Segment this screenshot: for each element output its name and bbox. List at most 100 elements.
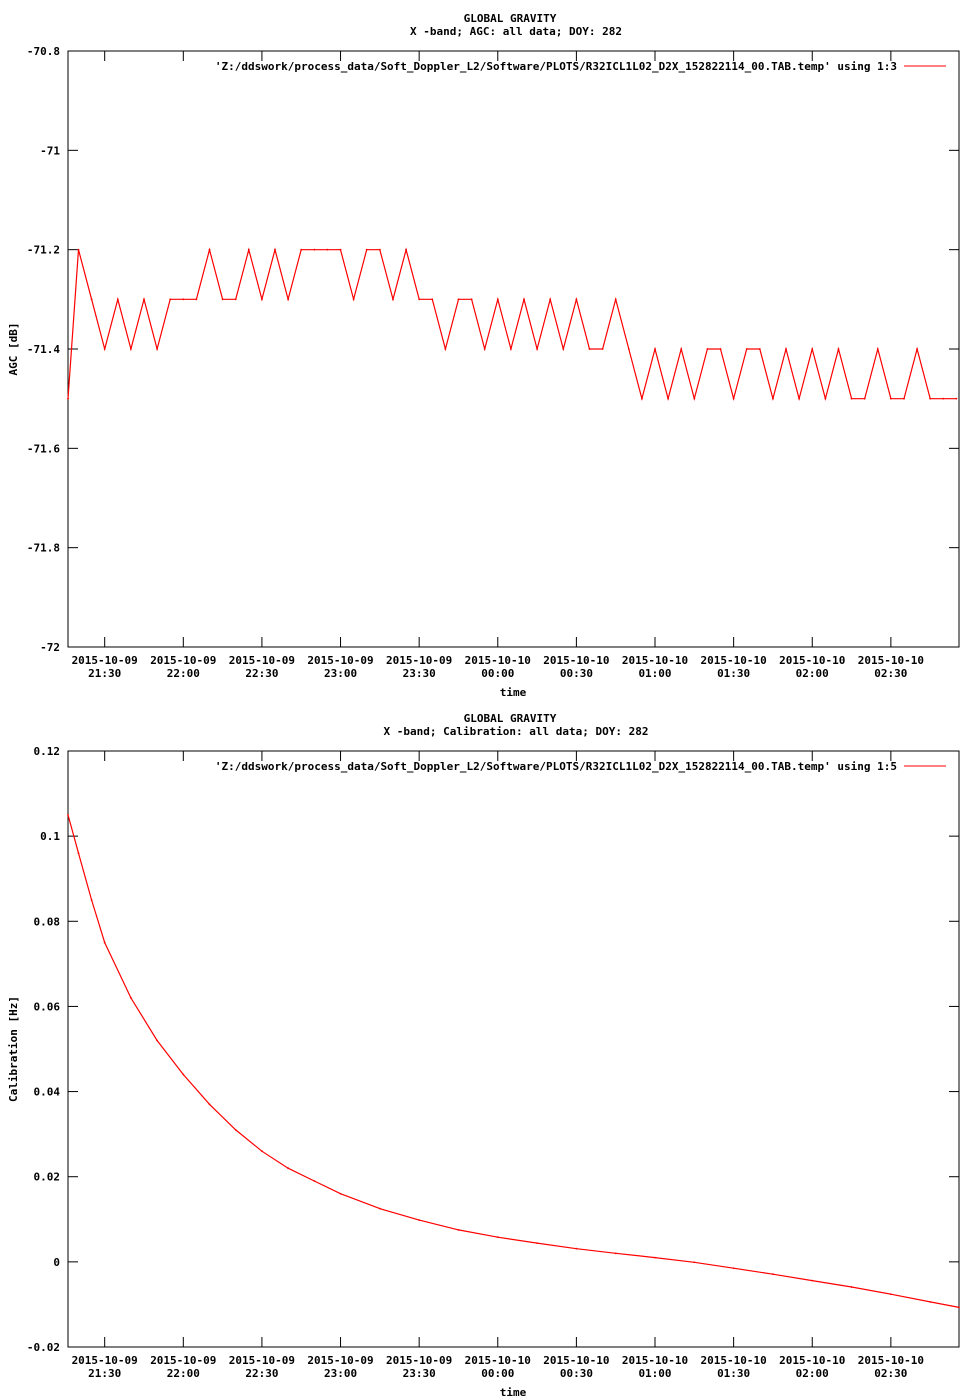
- data-point: [67, 813, 69, 816]
- data-point: [365, 248, 368, 251]
- data-point: [641, 397, 643, 400]
- x-tick-label-date: 2015-10-10: [701, 654, 767, 667]
- x-tick-label-date: 2015-10-09: [229, 1354, 295, 1367]
- data-point: [483, 348, 486, 350]
- data-point: [90, 899, 93, 901]
- data-point: [103, 941, 106, 944]
- x-tick-label-date: 2015-10-10: [465, 1354, 531, 1367]
- data-point: [77, 852, 80, 855]
- y-tick-label: 0.02: [34, 1171, 61, 1184]
- x-tick-label-date: 2015-10-10: [622, 1354, 688, 1367]
- data-point: [103, 348, 106, 350]
- x-tick-label-time: 01:30: [717, 1367, 750, 1380]
- data-point: [261, 298, 263, 301]
- data-point: [326, 248, 329, 251]
- chart-title: GLOBAL GRAVITY: [464, 712, 557, 725]
- data-point: [247, 248, 250, 251]
- data-point: [798, 397, 801, 400]
- x-tick-label-time: 21:30: [88, 667, 121, 680]
- y-tick-label: -71.6: [27, 442, 60, 455]
- x-tick-label-date: 2015-10-09: [229, 654, 295, 667]
- data-point: [418, 298, 421, 301]
- data-point: [601, 348, 604, 350]
- data-point: [562, 348, 565, 350]
- x-tick-label-time: 23:00: [324, 1367, 357, 1380]
- data-point: [958, 1306, 960, 1309]
- data-point: [418, 1219, 421, 1222]
- data-point: [67, 397, 69, 400]
- x-tick-label-time: 00:30: [560, 1367, 593, 1380]
- x-tick-label-date: 2015-10-10: [701, 1354, 767, 1367]
- x-tick-label-date: 2015-10-10: [543, 654, 609, 667]
- y-tick-label: 0.1: [40, 830, 60, 843]
- x-tick-label-date: 2015-10-09: [150, 1354, 216, 1367]
- data-point: [667, 397, 670, 400]
- data-point: [156, 348, 159, 350]
- data-point: [929, 1300, 932, 1303]
- x-tick-label-time: 00:00: [481, 667, 514, 680]
- data-point: [772, 1273, 774, 1276]
- data-point: [850, 397, 853, 400]
- data-point: [221, 298, 224, 301]
- data-point: [339, 248, 342, 251]
- data-point: [693, 397, 696, 400]
- data-point: [706, 348, 709, 350]
- data-point: [693, 1261, 696, 1264]
- data-point: [758, 348, 761, 350]
- chart-title: GLOBAL GRAVITY: [464, 12, 557, 25]
- data-point: [431, 298, 434, 301]
- x-tick-label-date: 2015-10-10: [779, 654, 845, 667]
- data-point: [614, 1252, 617, 1255]
- data-point: [889, 1293, 892, 1296]
- x-tick-label-time: 00:30: [560, 667, 593, 680]
- x-tick-label-date: 2015-10-10: [465, 654, 531, 667]
- data-point: [549, 298, 552, 301]
- data-point: [588, 348, 591, 350]
- chart-subtitle: X -band; Calibration: all data; DOY: 282: [384, 725, 649, 738]
- y-tick-label: -71.8: [27, 542, 60, 555]
- x-tick-label-date: 2015-10-09: [307, 1354, 373, 1367]
- data-point: [470, 298, 473, 301]
- data-point: [182, 1073, 185, 1076]
- x-tick-label-date: 2015-10-09: [386, 1354, 452, 1367]
- data-point: [732, 1267, 735, 1270]
- y-axis-label: AGC [dB]: [7, 323, 20, 376]
- data-point: [654, 1256, 656, 1259]
- data-point: [719, 348, 722, 350]
- data-point: [457, 298, 460, 301]
- data-point: [876, 348, 879, 350]
- x-tick-label-time: 22:30: [245, 667, 278, 680]
- y-tick-label: 0: [53, 1256, 60, 1269]
- data-point: [509, 348, 512, 350]
- data-point: [444, 348, 447, 350]
- data-point: [339, 1192, 342, 1195]
- x-tick-label-date: 2015-10-10: [858, 1354, 924, 1367]
- x-axis-label: time: [500, 686, 527, 699]
- data-point: [929, 397, 932, 400]
- x-tick-label-date: 2015-10-09: [150, 654, 216, 667]
- data-point: [496, 1236, 499, 1239]
- data-point: [745, 348, 748, 350]
- y-axis-label: Calibration [Hz]: [7, 996, 20, 1102]
- data-point: [143, 298, 145, 301]
- x-tick-label-time: 22:30: [245, 1367, 278, 1380]
- x-tick-label-time: 22:00: [167, 667, 200, 680]
- data-point: [234, 1128, 237, 1131]
- x-tick-label-time: 02:30: [874, 1367, 907, 1380]
- data-point: [261, 1150, 263, 1153]
- x-tick-label-time: 23:00: [324, 667, 357, 680]
- legend-label: 'Z:/ddswork/process_data/Soft_Doppler_L2…: [215, 60, 897, 73]
- data-point: [824, 397, 827, 400]
- data-point: [129, 997, 132, 999]
- x-tick-label-time: 21:30: [88, 1367, 121, 1380]
- x-tick-label-time: 22:00: [167, 1367, 200, 1380]
- data-point: [627, 348, 630, 350]
- y-tick-label: -71: [40, 144, 60, 157]
- data-point: [536, 1242, 538, 1245]
- x-tick-label-time: 23:30: [403, 1367, 436, 1380]
- y-tick-label: -71.2: [27, 244, 60, 257]
- y-tick-label: 0.04: [34, 1086, 61, 1099]
- data-point: [811, 1279, 814, 1282]
